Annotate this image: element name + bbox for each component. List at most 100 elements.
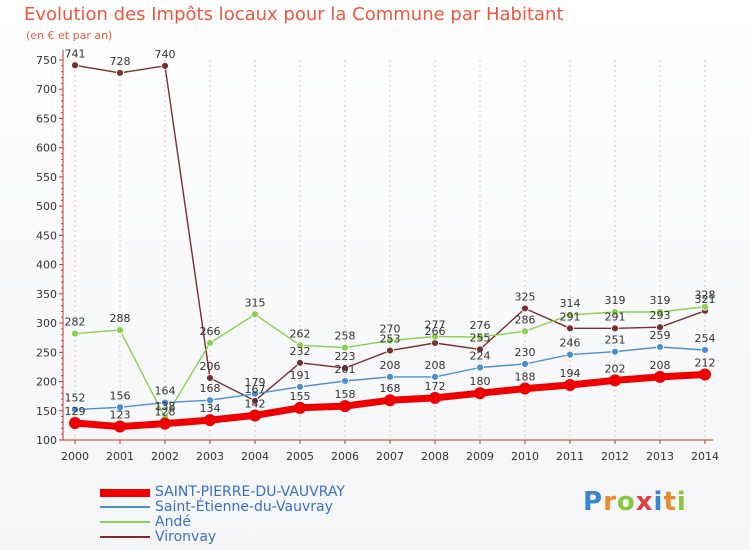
x-tick-label: 2005	[286, 450, 314, 463]
data-label: 728	[110, 55, 131, 68]
data-label: 266	[200, 325, 221, 338]
data-point	[206, 374, 214, 382]
data-label: 156	[110, 389, 131, 402]
y-tick-label: 650	[36, 112, 57, 125]
y-tick-label: 550	[36, 171, 57, 184]
data-point	[206, 339, 214, 347]
data-label: 208	[650, 359, 671, 372]
data-label: 315	[245, 296, 266, 309]
data-point	[701, 302, 709, 311]
data-point	[116, 403, 124, 412]
data-point	[611, 347, 619, 356]
legend-swatch-vironvay	[100, 536, 150, 538]
data-label: 254	[695, 332, 716, 345]
data-label: 741	[65, 47, 86, 60]
data-point	[161, 398, 169, 407]
data-label: 291	[605, 310, 626, 323]
data-point	[609, 374, 621, 387]
data-label: 259	[650, 329, 671, 342]
data-label: 325	[515, 290, 536, 303]
data-label: 328	[695, 289, 716, 302]
data-point	[249, 409, 261, 422]
data-label: 202	[605, 362, 626, 375]
data-label: 255	[470, 331, 491, 344]
data-point	[71, 329, 79, 338]
data-point	[521, 360, 529, 368]
y-tick-label: 250	[36, 346, 57, 359]
data-label: 319	[650, 294, 671, 307]
y-tick-label: 300	[36, 317, 57, 330]
data-label: 277	[425, 319, 446, 332]
data-point	[296, 358, 304, 367]
data-point	[159, 417, 171, 430]
data-point	[251, 310, 259, 319]
data-point	[431, 332, 439, 341]
data-label: 179	[245, 376, 266, 389]
data-point	[431, 339, 439, 347]
legend-swatch-ande	[100, 521, 150, 523]
logo-letter: x	[635, 487, 654, 517]
data-point	[116, 68, 124, 77]
data-point	[611, 324, 619, 333]
data-point	[476, 363, 484, 372]
logo-letter: o	[616, 487, 636, 517]
data-point	[431, 372, 439, 381]
data-label: 188	[515, 371, 536, 384]
legend-label: Andé	[155, 514, 191, 530]
data-point	[386, 372, 394, 381]
data-label: 230	[515, 346, 536, 359]
y-tick-label: 750	[36, 54, 57, 67]
data-point	[701, 346, 709, 354]
data-label: 270	[380, 323, 401, 336]
data-label: 224	[470, 350, 491, 363]
x-tick-label: 2010	[511, 450, 539, 463]
data-label: 258	[335, 330, 356, 343]
data-point	[71, 405, 79, 414]
data-point	[251, 389, 259, 398]
data-label: 232	[290, 345, 311, 358]
data-point	[341, 343, 349, 352]
legend-label: SAINT-PIERRE-DU-VAUVRAY	[155, 484, 345, 500]
data-point	[341, 377, 349, 385]
x-tick-label: 2000	[61, 450, 89, 463]
data-label: 276	[470, 319, 491, 332]
data-label: 319	[605, 294, 626, 307]
x-tick-label: 2013	[646, 450, 674, 463]
data-point	[566, 324, 574, 333]
y-tick-label: 100	[36, 434, 57, 447]
data-label: 155	[290, 390, 311, 403]
data-label: 253	[380, 333, 401, 346]
data-point	[474, 387, 486, 400]
data-point	[384, 394, 396, 407]
data-point	[521, 304, 529, 313]
y-tick-label: 450	[36, 229, 57, 242]
data-label: 266	[425, 325, 446, 338]
data-point	[564, 379, 576, 392]
data-label: 129	[65, 405, 86, 418]
data-label: 158	[335, 388, 356, 401]
y-tick-label: 350	[36, 288, 57, 301]
data-point	[294, 401, 306, 414]
y-tick-label: 400	[36, 259, 57, 272]
data-label: 321	[695, 293, 716, 306]
data-point	[476, 333, 484, 342]
chart-subtitle: (en € et par an)	[26, 29, 113, 42]
logo-letter: P	[583, 487, 604, 517]
data-label: 291	[560, 310, 581, 323]
data-point	[69, 417, 81, 430]
legend-swatch-saint-etienne-du-vauvray	[100, 506, 150, 508]
data-label: 167	[245, 383, 266, 396]
y-tick-label: 700	[36, 83, 57, 96]
data-point	[206, 396, 214, 405]
data-point	[386, 336, 394, 345]
data-point	[339, 400, 351, 413]
x-tick-label: 2007	[376, 450, 404, 463]
x-tick-label: 2011	[556, 450, 584, 463]
data-label: 251	[605, 334, 626, 347]
proxiti-logo: Proxiti	[583, 487, 687, 517]
x-tick-label: 2009	[466, 450, 494, 463]
data-label: 168	[380, 382, 401, 395]
data-point	[296, 382, 304, 391]
data-point	[656, 308, 664, 316]
data-point	[519, 382, 531, 395]
